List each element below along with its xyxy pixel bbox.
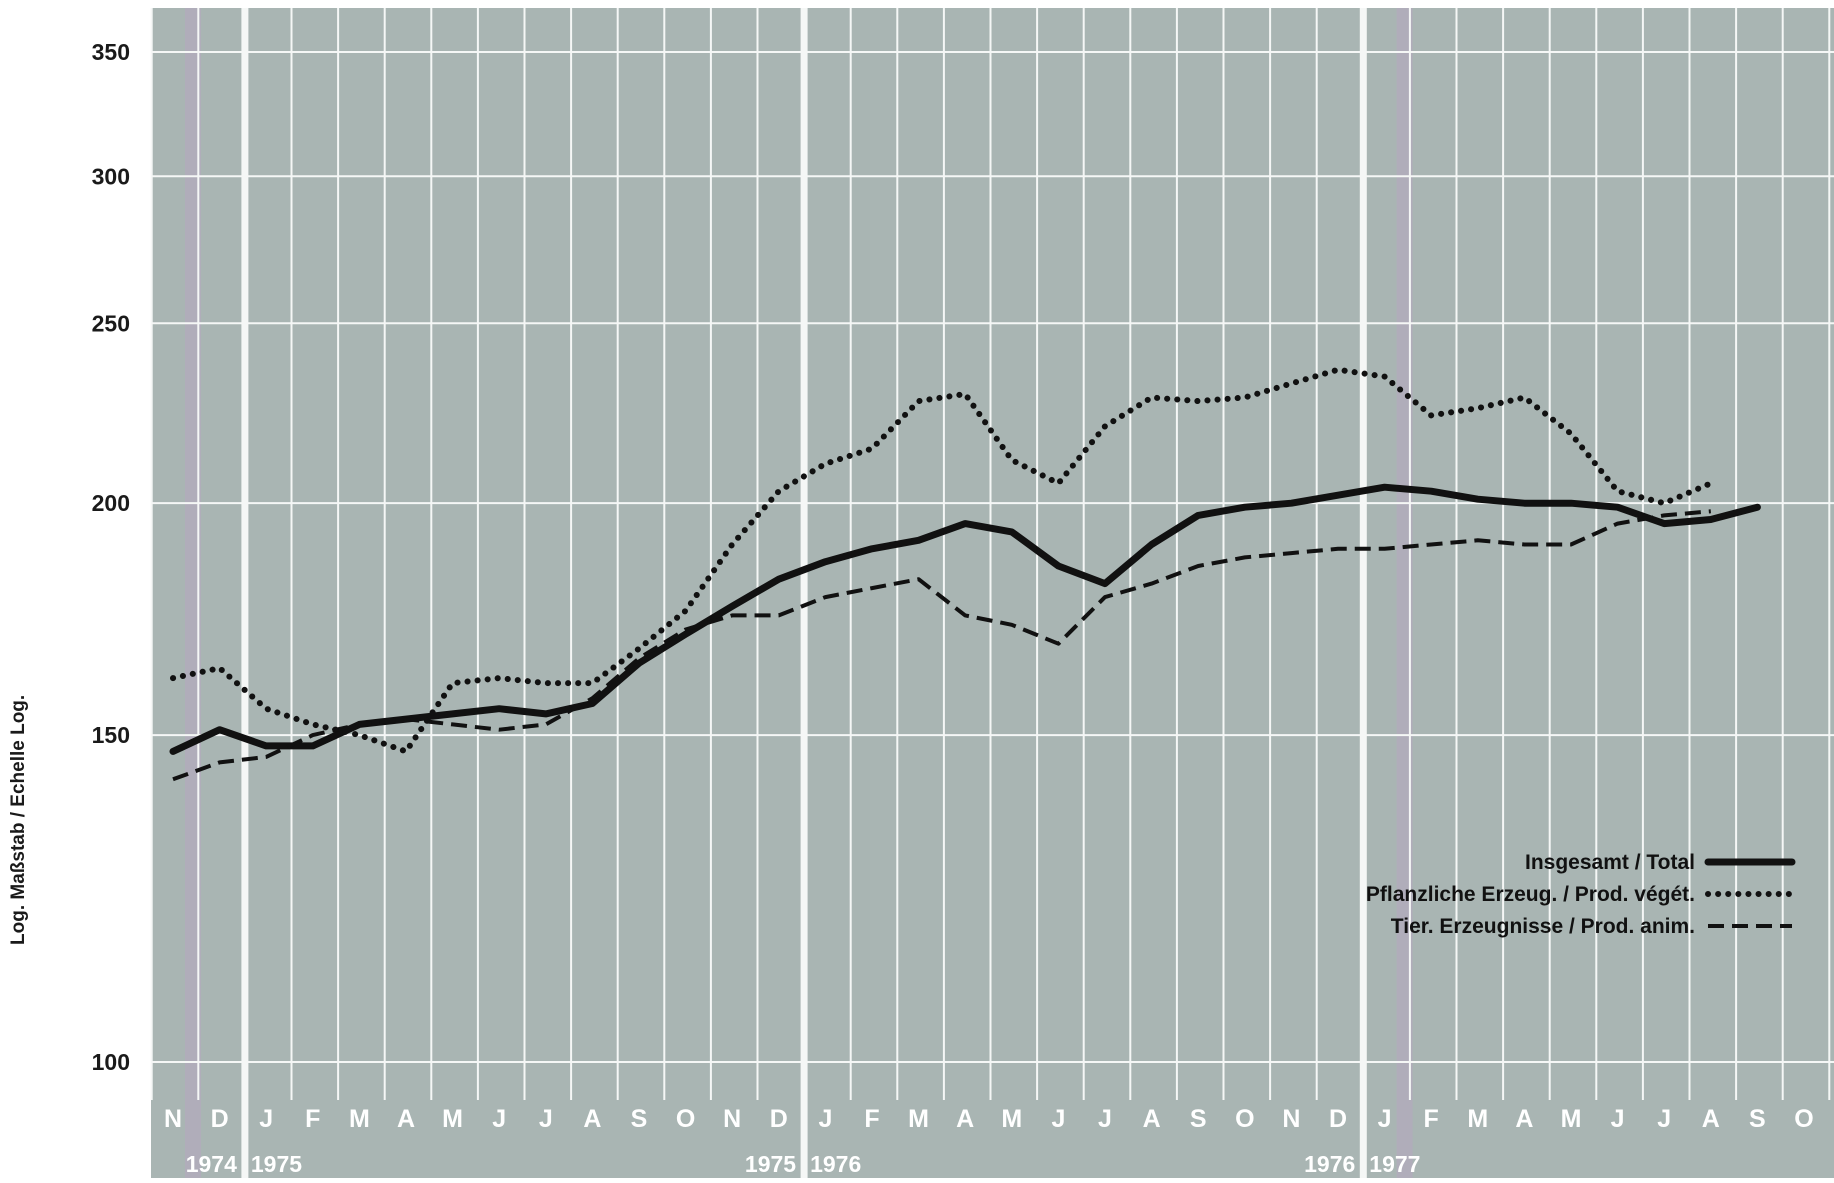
year-label: 1976 [810, 1151, 861, 1177]
x-tick-label: J [818, 1105, 832, 1133]
x-tick-label: D [1329, 1105, 1347, 1133]
plot-background [151, 8, 1834, 1178]
x-tick-label: S [631, 1105, 648, 1133]
x-tick-label: F [864, 1105, 879, 1133]
highlight-stripe [185, 8, 201, 1178]
y-axis-ticks: 100 150 200 250 300 350 [92, 39, 130, 1075]
x-tick-label: J [259, 1105, 273, 1133]
x-tick-label: A [397, 1105, 415, 1133]
year-label: 1977 [1369, 1151, 1420, 1177]
year-label: 1975 [251, 1151, 302, 1177]
x-tick-label: D [770, 1105, 788, 1133]
x-tick-label: M [1561, 1105, 1582, 1133]
year-label: 1974 [186, 1151, 237, 1177]
y-axis-label: Log. Maßstab / Echelle Log. [8, 695, 29, 945]
y-tick-label: 350 [92, 39, 130, 65]
y-tick-label: 300 [92, 163, 130, 189]
y-tick-label: 250 [92, 310, 130, 336]
x-tick-label: A [956, 1105, 974, 1133]
x-tick-label: F [305, 1105, 320, 1133]
x-tick-label: S [1190, 1105, 1207, 1133]
legend: Insgesamt / Total Pflanzliche Erzeug. / P… [1366, 851, 1796, 938]
x-tick-label: S [1749, 1105, 1766, 1133]
x-tick-label: A [583, 1105, 601, 1133]
x-tick-label: J [1611, 1105, 1625, 1133]
x-tick-label: J [1051, 1105, 1065, 1133]
legend-label: Tier. Erzeugnisse / Prod. anim. [1391, 915, 1695, 938]
x-tick-label: J [1378, 1105, 1392, 1133]
x-tick-label: N [164, 1105, 182, 1133]
x-tick-label: M [908, 1105, 929, 1133]
x-tick-label: M [442, 1105, 463, 1133]
series-line-3 [172, 509, 1711, 782]
legend-label: Insgesamt / Total [1525, 851, 1695, 874]
x-tick-label: A [1143, 1105, 1161, 1133]
x-tick-label: J [539, 1105, 553, 1133]
x-tick-label: M [1467, 1105, 1488, 1133]
legend-label: Pflanzliche Erzeug. / Prod. végét. [1366, 883, 1695, 906]
x-tick-label: O [1794, 1105, 1813, 1133]
x-tick-label: M [349, 1105, 370, 1133]
x-tick-label: O [1235, 1105, 1254, 1133]
x-tick-label: F [1424, 1105, 1439, 1133]
x-tick-label: N [723, 1105, 741, 1133]
series-line-1 [169, 483, 1761, 755]
plot-area [151, 8, 1834, 1178]
x-tick-label: J [1657, 1105, 1671, 1133]
highlight-stripe [1396, 8, 1413, 1178]
x-tick-label: A [1515, 1105, 1533, 1133]
series-line-2 [170, 366, 1714, 755]
x-tick-label: J [1098, 1105, 1112, 1133]
year-label: 1976 [1304, 1151, 1355, 1177]
y-tick-label: 150 [92, 722, 130, 748]
x-axis-year-labels: 1974 1975 1975 1976 1976 1977 [186, 1151, 1421, 1177]
x-tick-label: D [211, 1105, 229, 1133]
x-tick-label: J [492, 1105, 506, 1133]
x-tick-label: A [1702, 1105, 1720, 1133]
y-tick-label: 100 [92, 1049, 130, 1075]
x-tick-label: N [1282, 1105, 1300, 1133]
x-tick-label: M [1001, 1105, 1022, 1133]
series-lines [169, 366, 1761, 782]
year-label: 1975 [745, 1151, 796, 1177]
x-tick-label: O [676, 1105, 695, 1133]
y-tick-label: 200 [92, 490, 130, 516]
